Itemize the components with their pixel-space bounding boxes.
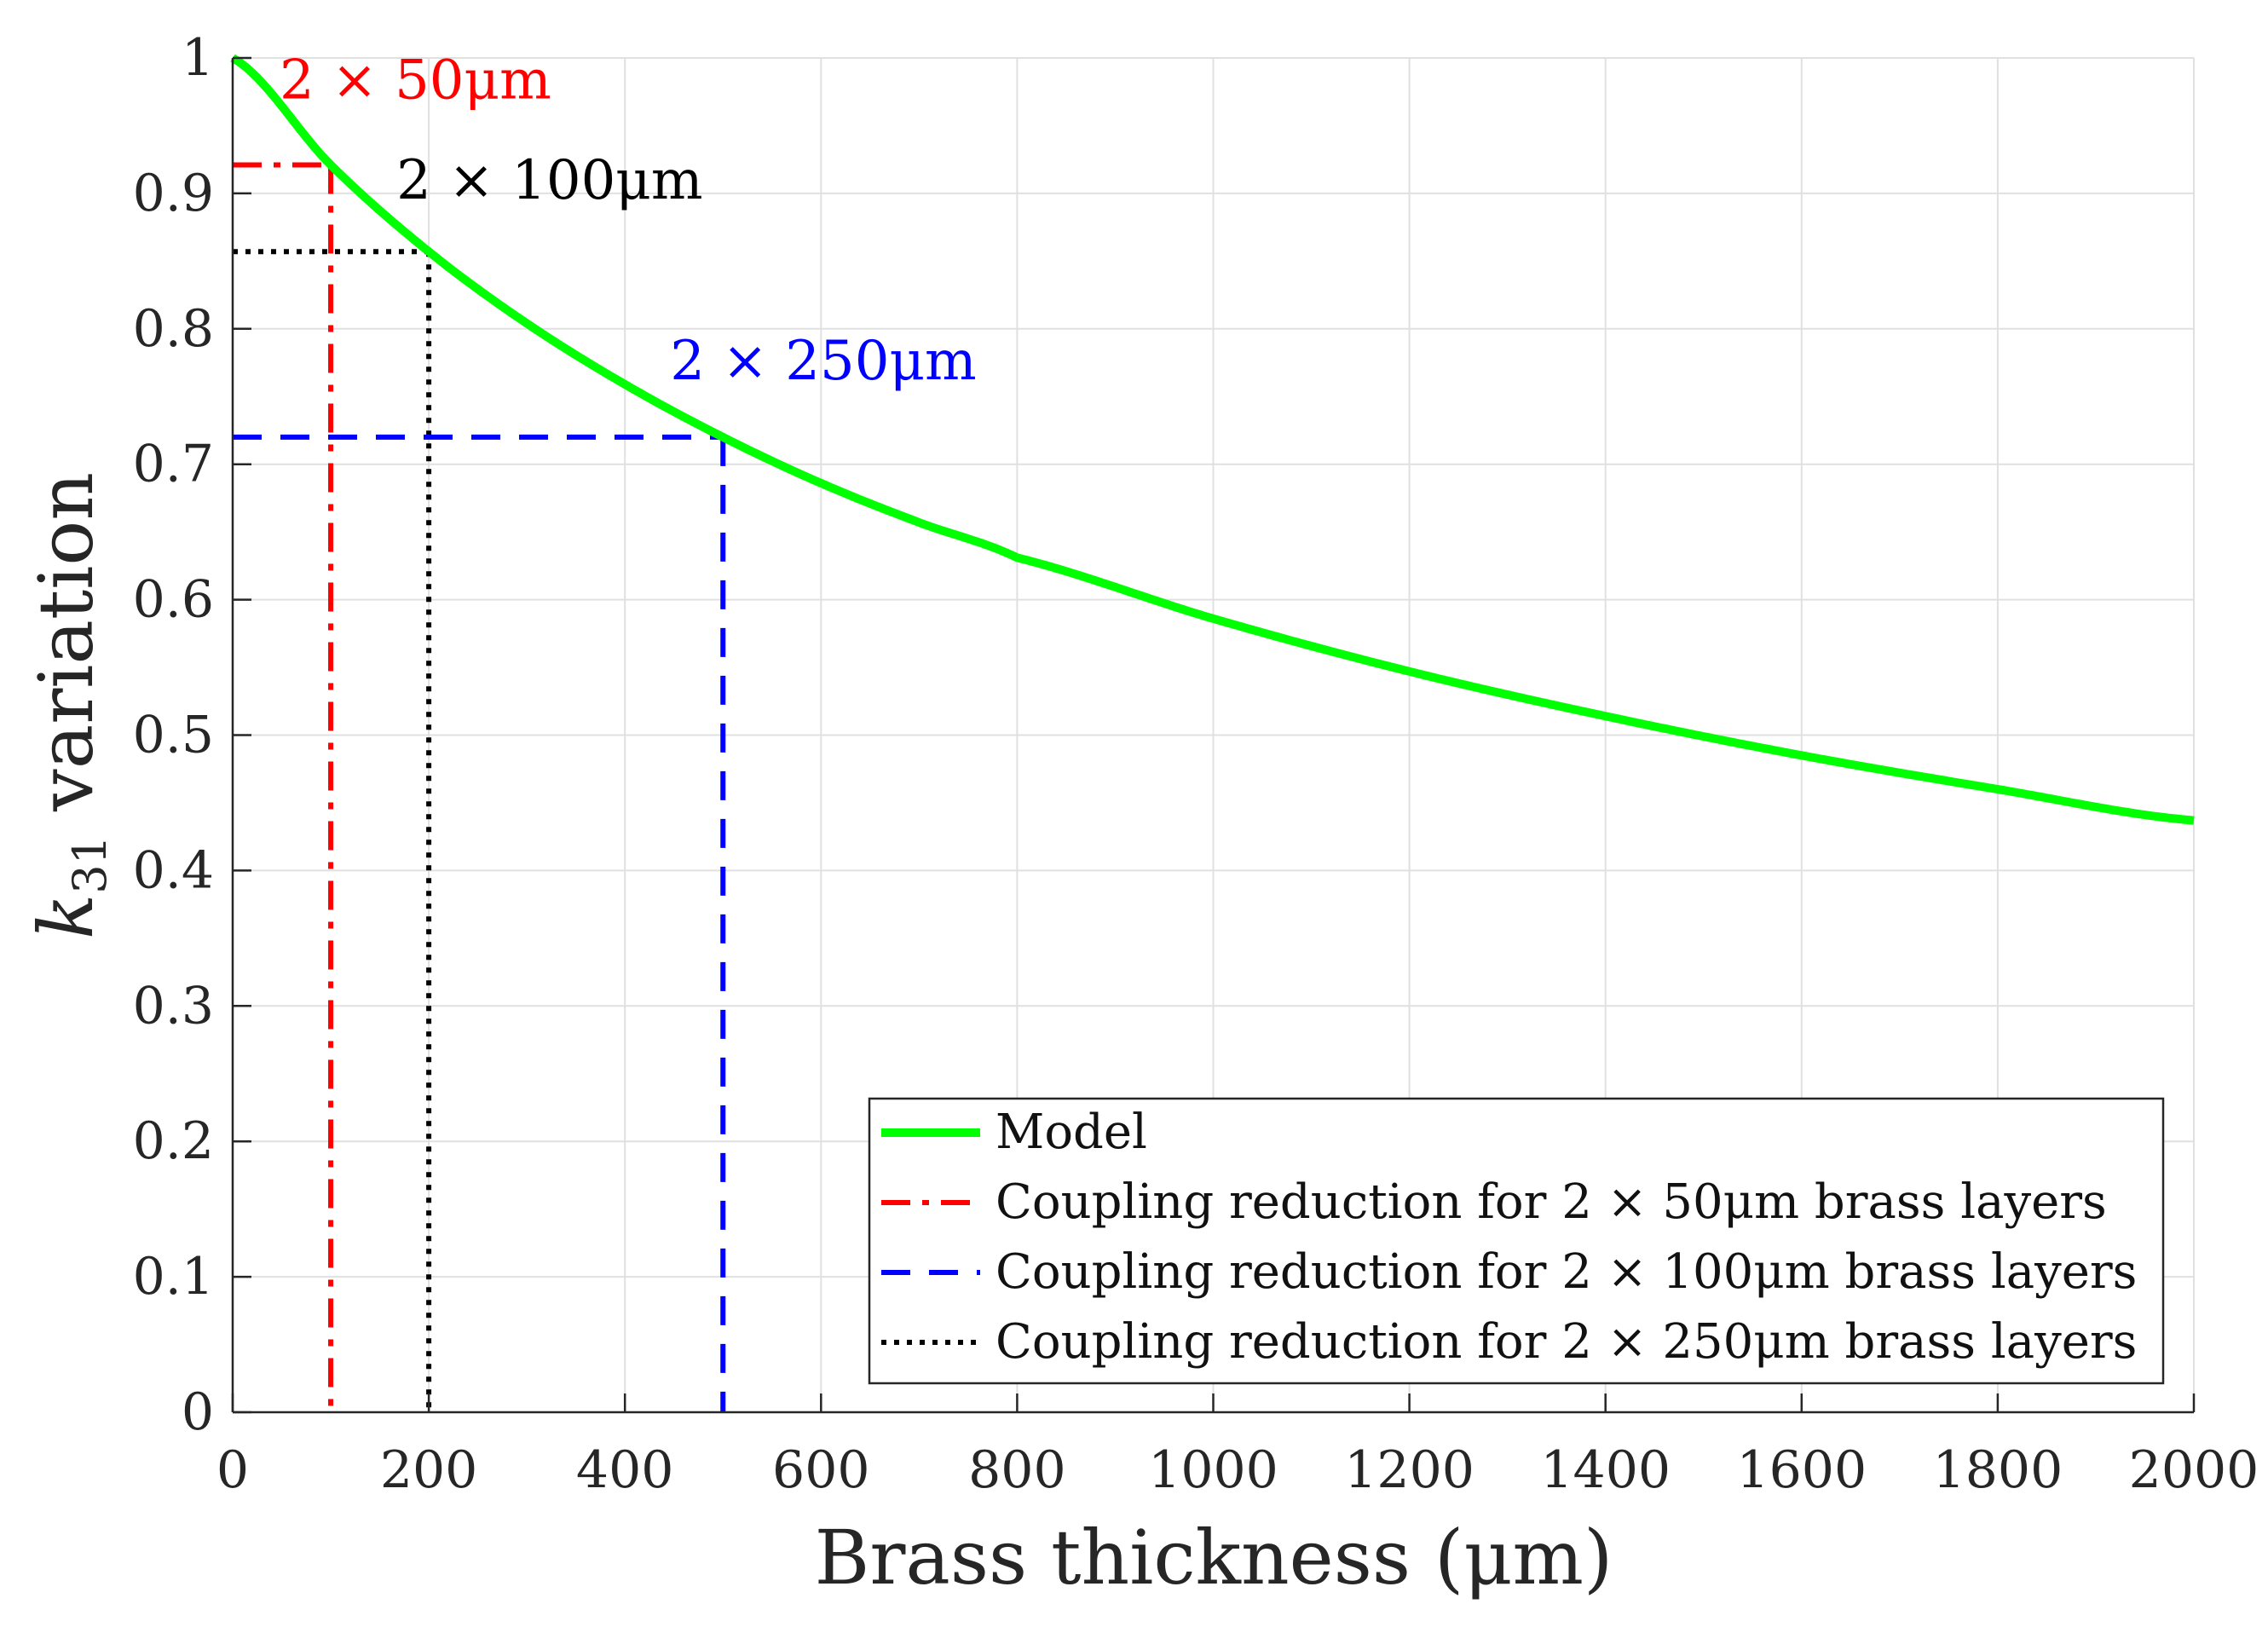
legend-label: Coupling reduction for 2 × 50μm brass la… [995, 1174, 2107, 1230]
x-tick-label: 1200 [1344, 1440, 1474, 1500]
marker-labels: 2 × 50μm 2 × 100μm 2 × 250μm [280, 49, 977, 393]
y-tick-label: 0.2 [133, 1111, 214, 1171]
x-tick-label: 2000 [2129, 1440, 2259, 1500]
y-tick-label: 0.8 [133, 299, 214, 359]
y-tick-label: 0 [182, 1382, 214, 1442]
y-axis-title-main: k [22, 894, 110, 939]
x-tick-label: 0 [216, 1440, 249, 1500]
y-tick-label: 0.3 [133, 976, 214, 1036]
legend-box [868, 1097, 2165, 1385]
x-tick-label: 1600 [1736, 1440, 1867, 1500]
marker-label: 2 × 100μm [396, 149, 702, 212]
y-tick-label: 0.5 [133, 706, 214, 765]
x-tick-label: 1000 [1148, 1440, 1278, 1500]
marker-label: 2 × 50μm [280, 49, 551, 113]
x-tick-label: 1400 [1540, 1440, 1671, 1500]
tick-labels: 0 200 400 600 800 1000 1200 1400 1600 1800 2000 0 0.… [133, 28, 2259, 1500]
y-axis-title-sub: 31 [63, 835, 117, 894]
x-tick-label: 600 [772, 1440, 870, 1500]
y-tick-label: 0.1 [133, 1247, 214, 1307]
x-axis-title: Brass thickness (μm) [815, 1514, 1613, 1601]
model-curve [230, 54, 2195, 825]
legend-label: Coupling reduction for 2 × 100μm brass l… [995, 1244, 2137, 1300]
series-layer [230, 54, 2195, 825]
axes [231, 56, 2196, 1414]
y-axis-title-rest: variation [22, 472, 110, 812]
legend-label: Model [995, 1105, 1147, 1160]
marker-label: 2 × 250μm [670, 330, 976, 393]
x-tick-label: 400 [576, 1440, 674, 1500]
legend: Model Coupling reduction for 2 × 50μm bra… [868, 1097, 2165, 1385]
y-tick-label: 0.4 [133, 840, 214, 900]
y-tick-label: 1 [182, 28, 214, 88]
y-tick-label: 0.7 [133, 435, 214, 494]
y-axis-title: k31 variation [22, 472, 117, 939]
x-tick-label: 1800 [1933, 1440, 2063, 1500]
y-tick-label: 0.6 [133, 570, 214, 630]
marker-lines [233, 162, 726, 1412]
x-tick-label: 200 [380, 1440, 478, 1500]
x-tick-label: 800 [968, 1440, 1066, 1500]
legend-label: Coupling reduction for 2 × 250μm brass l… [995, 1314, 2137, 1370]
y-tick-label: 0.9 [133, 164, 214, 223]
